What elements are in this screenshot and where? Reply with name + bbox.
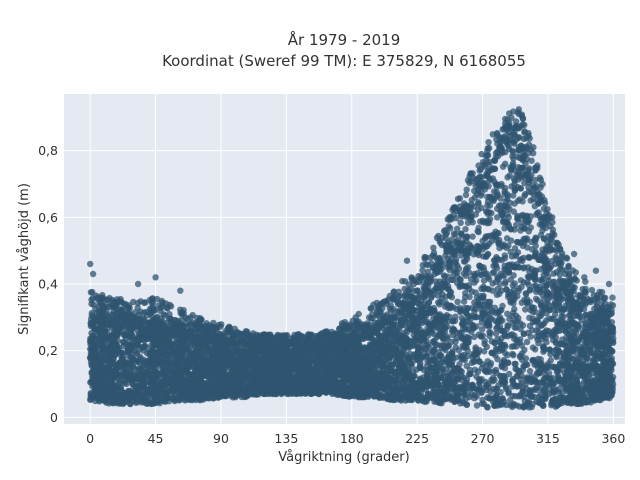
chart-title: År 1979 - 2019 — [288, 30, 401, 49]
data-point — [555, 327, 563, 335]
data-point — [533, 333, 540, 340]
data-point — [489, 280, 496, 287]
data-point — [464, 352, 471, 359]
data-point — [454, 298, 461, 305]
data-point — [436, 301, 443, 308]
data-point — [462, 289, 469, 297]
data-point — [493, 291, 501, 298]
data-point — [508, 237, 515, 244]
data-point — [502, 160, 509, 167]
data-point — [455, 265, 463, 272]
data-points — [87, 106, 617, 411]
data-point — [479, 400, 486, 407]
data-point — [87, 389, 95, 397]
data-point — [526, 367, 534, 375]
data-point — [460, 298, 468, 305]
data-point — [410, 368, 417, 375]
data-point — [471, 333, 478, 341]
data-point — [501, 225, 508, 232]
data-point — [436, 311, 443, 318]
data-point — [518, 380, 525, 387]
data-point — [513, 221, 520, 229]
data-point — [529, 344, 537, 351]
data-point — [151, 363, 158, 370]
data-point — [481, 340, 488, 348]
data-point — [543, 317, 550, 324]
data-point — [460, 270, 468, 277]
data-point — [466, 293, 473, 301]
data-point — [420, 345, 428, 352]
data-point — [425, 344, 433, 351]
data-point — [512, 360, 519, 368]
data-point — [554, 321, 561, 328]
data-point — [87, 396, 94, 403]
data-point — [551, 278, 558, 286]
data-point — [452, 344, 459, 351]
data-point — [510, 286, 517, 294]
data-point — [499, 302, 506, 310]
data-point — [545, 370, 553, 377]
data-point — [452, 256, 460, 263]
data-point — [438, 368, 446, 376]
data-point — [509, 350, 516, 358]
data-point — [120, 331, 128, 338]
data-point — [575, 323, 582, 330]
chart-subtitle: Koordinat (Sweref 99 TM): E 375829, N 61… — [162, 52, 526, 70]
data-point — [536, 313, 543, 320]
data-point — [492, 262, 500, 269]
data-point — [462, 226, 469, 233]
data-point — [460, 399, 467, 407]
data-point — [521, 179, 528, 187]
data-point — [479, 361, 487, 368]
data-point — [90, 362, 98, 369]
data-point — [484, 202, 491, 209]
data-point — [458, 355, 465, 362]
data-point — [505, 370, 513, 378]
data-point — [494, 214, 501, 221]
data-point — [522, 306, 529, 313]
data-point — [504, 310, 511, 317]
data-point — [472, 289, 479, 296]
data-point — [484, 358, 491, 365]
data-point — [473, 402, 481, 409]
data-point — [509, 313, 516, 320]
data-point — [502, 278, 509, 285]
data-point — [518, 283, 525, 291]
data-point — [458, 252, 465, 259]
data-point — [510, 272, 517, 279]
data-point — [558, 313, 565, 320]
data-point — [469, 233, 476, 240]
data-point — [434, 292, 442, 299]
data-point — [484, 404, 491, 411]
data-point — [478, 326, 486, 333]
data-point — [126, 400, 134, 407]
data-point — [400, 377, 407, 384]
data-point — [532, 242, 539, 250]
data-point — [514, 197, 522, 204]
data-point — [510, 208, 517, 215]
data-point — [510, 192, 517, 199]
data-point — [523, 338, 531, 346]
data-point — [486, 328, 493, 336]
data-point — [521, 264, 528, 271]
data-point — [542, 334, 549, 342]
data-point — [530, 196, 537, 203]
data-point — [496, 280, 504, 288]
data-point — [492, 330, 500, 337]
data-point — [453, 247, 460, 254]
data-point — [478, 204, 485, 212]
data-point — [467, 276, 475, 283]
data-point — [497, 195, 504, 202]
data-point — [534, 384, 541, 391]
